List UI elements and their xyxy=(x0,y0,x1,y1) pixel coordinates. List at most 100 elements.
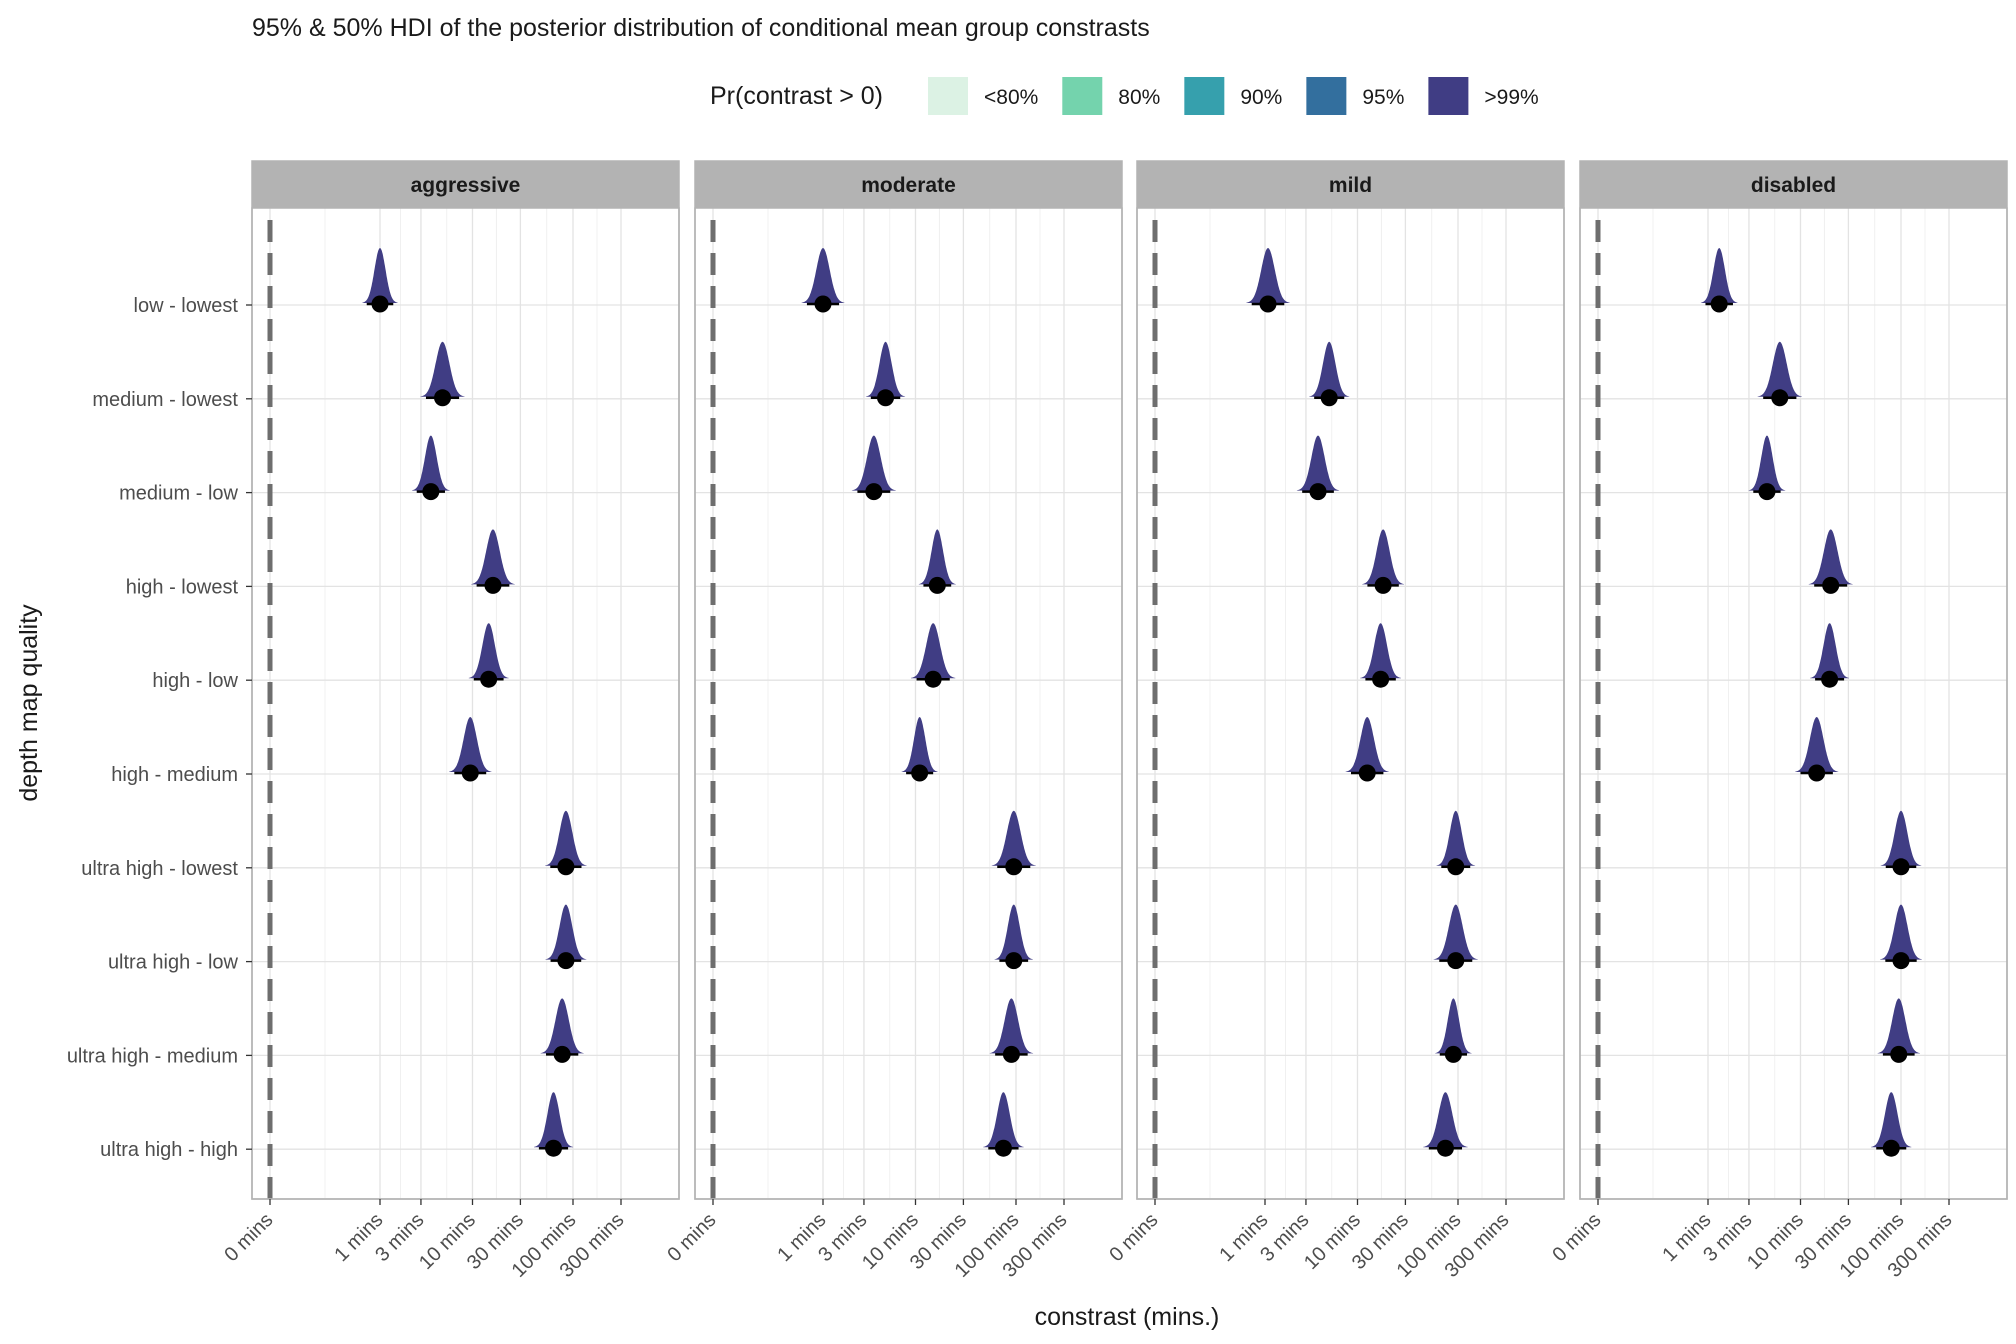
plot-area xyxy=(1580,208,2007,1199)
point-estimate-aggressive-low-lowest xyxy=(371,295,389,313)
y-tick-label: high - low xyxy=(152,670,238,692)
point-estimate-disabled-high-lowest xyxy=(1822,576,1840,594)
strip-label-moderate: moderate xyxy=(861,174,956,197)
density-moderate-medium-lowest xyxy=(865,341,906,397)
y-tick-label: ultra high - high xyxy=(100,1139,238,1161)
point-estimate-mild-ultra-high-lowest xyxy=(1447,858,1465,876)
strip-label-aggressive: aggressive xyxy=(411,174,521,197)
x-tick-label: 0 mins xyxy=(663,1209,720,1266)
density-aggressive-ultra-high-high xyxy=(534,1092,573,1148)
density-aggressive-low-lowest xyxy=(362,248,398,303)
density-mild-ultra-high-lowest xyxy=(1436,810,1476,866)
legend-label-95: 95% xyxy=(1362,86,1404,109)
density-aggressive-high-medium xyxy=(449,717,492,772)
point-estimate-disabled-high-low xyxy=(1821,670,1839,688)
strip-aggressive xyxy=(252,161,679,208)
panel-frame xyxy=(694,160,1123,1200)
point-estimate-aggressive-ultra-high-medium xyxy=(553,1045,571,1063)
density-disabled-high-lowest xyxy=(1808,529,1853,585)
y-tick-label: high - lowest xyxy=(126,576,239,598)
density-moderate-high-low xyxy=(911,623,956,679)
y-tick-label: medium - lowest xyxy=(92,389,238,411)
point-estimate-disabled-ultra-high-medium xyxy=(1890,1045,1908,1063)
point-estimate-moderate-ultra-high-lowest xyxy=(1005,858,1023,876)
density-moderate-high-medium xyxy=(901,717,938,772)
density-mild-low-lowest xyxy=(1246,248,1290,303)
legend-label-99: >99% xyxy=(1484,86,1538,109)
density-mild-high-lowest xyxy=(1362,529,1404,585)
point-estimate-disabled-medium-lowest xyxy=(1771,389,1789,407)
x-tick-label: 0 mins xyxy=(1105,1209,1162,1266)
point-estimate-disabled-ultra-high-low xyxy=(1892,952,1910,970)
density-disabled-medium-low xyxy=(1748,435,1786,491)
point-estimate-aggressive-ultra-high-low xyxy=(557,952,575,970)
density-disabled-high-medium xyxy=(1795,717,1839,772)
strip-label-mild: mild xyxy=(1329,174,1372,197)
x-tick-label: 0 mins xyxy=(220,1209,277,1266)
strip-mild xyxy=(1137,161,1564,208)
point-estimate-mild-high-low xyxy=(1372,670,1390,688)
point-estimate-moderate-ultra-high-medium xyxy=(1002,1045,1020,1063)
density-aggressive-ultra-high-medium xyxy=(540,998,584,1054)
plot-area xyxy=(252,208,679,1199)
x-tick-label: 0 mins xyxy=(1548,1209,1605,1266)
point-estimate-moderate-high-lowest xyxy=(928,576,946,594)
legend-key-80 xyxy=(1062,77,1103,115)
point-estimate-aggressive-ultra-high-lowest xyxy=(557,858,575,876)
legend: Pr(contrast > 0) <80% 80% 90% 95% >99% xyxy=(710,77,1539,115)
chart-title: 95% & 50% HDI of the posterior distribut… xyxy=(252,14,1150,42)
point-estimate-aggressive-high-low xyxy=(480,670,498,688)
point-estimate-mild-medium-lowest xyxy=(1320,389,1338,407)
point-estimate-mild-ultra-high-low xyxy=(1447,952,1465,970)
density-disabled-ultra-high-lowest xyxy=(1880,810,1922,866)
legend-key-95 xyxy=(1306,77,1347,115)
density-disabled-medium-lowest xyxy=(1757,341,1802,397)
strip-moderate xyxy=(695,161,1122,208)
legend-key-90 xyxy=(1184,77,1225,115)
density-aggressive-high-lowest xyxy=(471,529,515,585)
density-disabled-ultra-high-high xyxy=(1871,1092,1912,1148)
density-disabled-low-lowest xyxy=(1700,248,1738,303)
density-moderate-high-lowest xyxy=(918,529,956,585)
point-estimate-disabled-high-medium xyxy=(1808,764,1826,782)
density-mild-medium-lowest xyxy=(1309,341,1350,397)
density-mild-ultra-high-medium xyxy=(1435,998,1472,1054)
density-aggressive-medium-lowest xyxy=(420,341,465,397)
density-disabled-high-low xyxy=(1810,623,1849,679)
y-tick-label: high - medium xyxy=(111,764,238,786)
density-moderate-ultra-high-low xyxy=(994,904,1033,960)
panel-frame xyxy=(1579,160,2008,1200)
y-tick-label: ultra high - low xyxy=(108,952,239,974)
point-estimate-mild-high-medium xyxy=(1358,764,1376,782)
density-mild-high-low xyxy=(1360,623,1401,679)
y-tick-label: ultra high - medium xyxy=(67,1045,238,1067)
plot-area xyxy=(695,208,1122,1199)
y-axis-ticks: low - lowest medium - lowest medium - low h… xyxy=(67,295,252,1161)
point-estimate-aggressive-medium-low xyxy=(422,483,440,501)
point-estimate-disabled-medium-low xyxy=(1758,483,1776,501)
density-mild-ultra-high-high xyxy=(1423,1092,1468,1148)
density-disabled-ultra-high-low xyxy=(1880,904,1922,960)
density-moderate-ultra-high-medium xyxy=(989,998,1034,1054)
density-aggressive-ultra-high-lowest xyxy=(545,810,587,866)
density-aggressive-high-low xyxy=(468,623,509,679)
point-estimate-disabled-ultra-high-lowest xyxy=(1892,858,1910,876)
density-moderate-ultra-high-high xyxy=(983,1092,1024,1148)
point-estimate-aggressive-ultra-high-high xyxy=(545,1139,563,1157)
point-estimate-moderate-medium-low xyxy=(865,483,883,501)
density-disabled-ultra-high-medium xyxy=(1877,998,1920,1054)
legend-label-90: 90% xyxy=(1240,86,1282,109)
density-mild-high-medium xyxy=(1345,717,1389,772)
strip-disabled xyxy=(1580,161,2007,208)
strip-label-disabled: disabled xyxy=(1751,174,1836,197)
legend-title: Pr(contrast > 0) xyxy=(710,82,883,110)
density-moderate-medium-low xyxy=(851,435,896,491)
y-axis-label: depth map quality xyxy=(15,604,43,802)
point-estimate-moderate-high-medium xyxy=(911,764,929,782)
point-estimate-aggressive-high-lowest xyxy=(484,576,502,594)
